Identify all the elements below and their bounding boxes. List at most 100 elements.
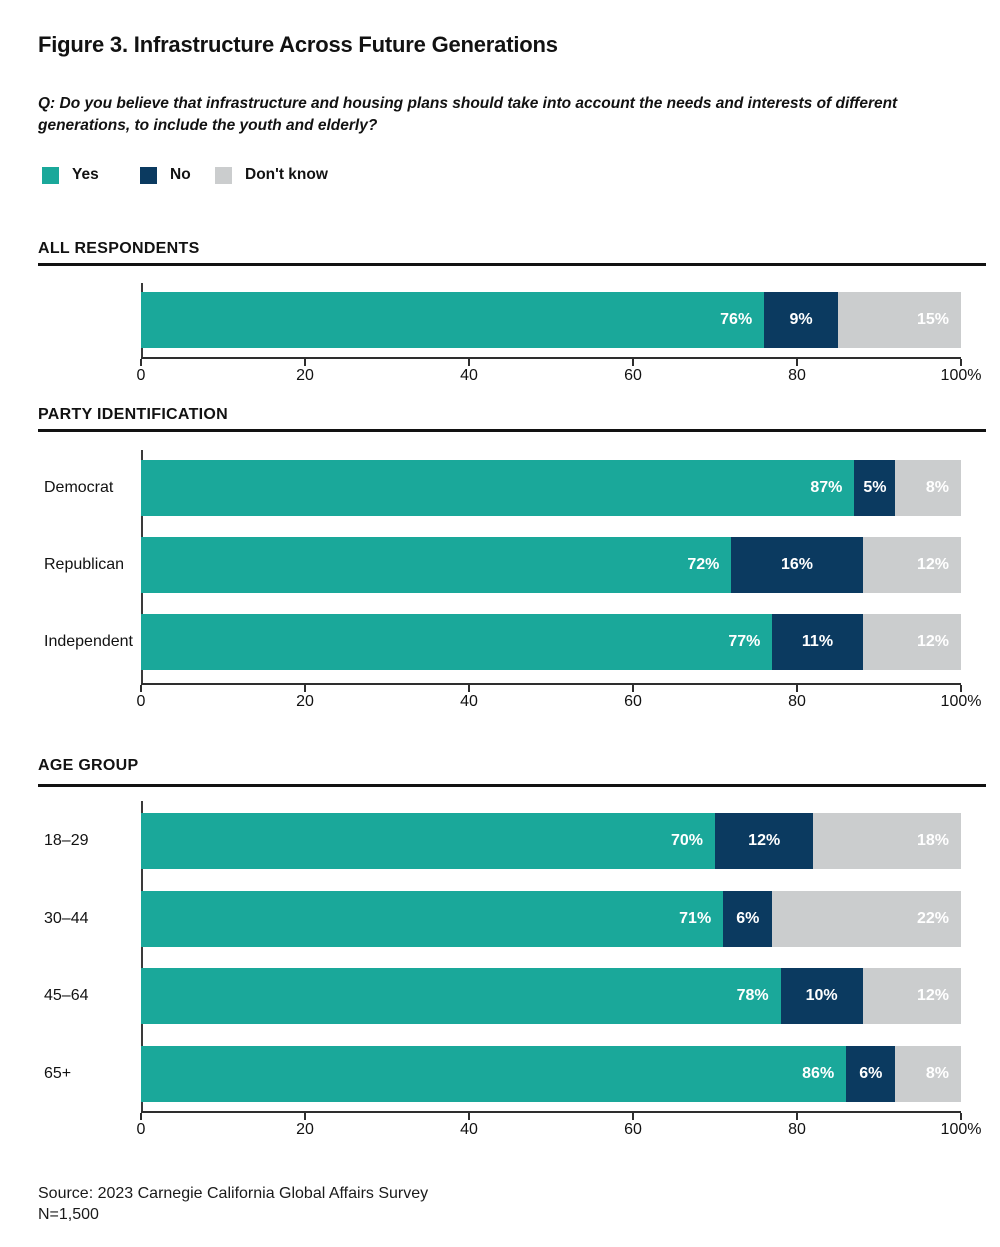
bar-segment-yes: 86% bbox=[141, 1046, 847, 1102]
category-label-65-plus: 65+ bbox=[44, 1065, 72, 1082]
bar-value-label: 12% bbox=[916, 987, 949, 1004]
axis-tick-label: 60 bbox=[624, 693, 642, 710]
legend-swatch-no-icon bbox=[140, 166, 157, 184]
axis-tick-label: 0 bbox=[136, 693, 146, 710]
axis-tick-label: 100% bbox=[940, 1121, 982, 1138]
bar-segment-dont-know: 12% bbox=[862, 614, 961, 670]
bar-value-label: 18% bbox=[916, 832, 949, 849]
axis-tick bbox=[632, 685, 634, 692]
bar-value-label: 78% bbox=[736, 987, 769, 1004]
axis-tick bbox=[960, 1113, 962, 1120]
bar-segment-dont-know: 12% bbox=[862, 537, 961, 593]
bar-value-label: 86% bbox=[802, 1065, 835, 1082]
chart-party-identification: Democrat 87% 5% 8% Republican 72% 16% 12… bbox=[44, 450, 981, 710]
axis-tick-label: 80 bbox=[788, 693, 806, 710]
figure-title: Figure 3. Infrastructure Across Future G… bbox=[38, 32, 558, 57]
bar-value-label: 6% bbox=[736, 910, 760, 927]
bar-segment-dont-know: 15% bbox=[837, 292, 961, 348]
axis-tick-label: 80 bbox=[788, 367, 806, 384]
bar-18-29: 70% 12% 18% bbox=[141, 813, 961, 869]
axis-tick bbox=[304, 1113, 306, 1120]
axis-tick bbox=[796, 685, 798, 692]
axis-tick bbox=[304, 685, 306, 692]
legend-label-dont-know: Don't know bbox=[245, 166, 328, 183]
bar-all-respondents: 76% 9% 15% bbox=[141, 292, 961, 348]
bar-value-label: 72% bbox=[687, 556, 720, 573]
bar-republican: 72% 16% 12% bbox=[141, 537, 961, 593]
axis-tick-label: 60 bbox=[624, 367, 642, 384]
bar-segment-dont-know: 18% bbox=[813, 813, 961, 869]
bar-value-label: 11% bbox=[801, 633, 834, 650]
axis-tick bbox=[140, 1113, 142, 1120]
axis-tick-label: 20 bbox=[296, 693, 314, 710]
bar-value-label: 6% bbox=[859, 1065, 883, 1082]
bar-segment-dont-know: 12% bbox=[862, 968, 961, 1024]
axis-tick bbox=[796, 359, 798, 366]
sample-size: N=1,500 bbox=[38, 1206, 99, 1223]
bar-segment-yes: 71% bbox=[141, 891, 724, 947]
bar-segment-yes: 87% bbox=[141, 460, 855, 516]
axis-tick-label: 40 bbox=[460, 367, 478, 384]
bar-value-label: 16% bbox=[780, 556, 813, 573]
axis-tick bbox=[304, 359, 306, 366]
source-note: Source: 2023 Carnegie California Global … bbox=[38, 1183, 428, 1225]
category-label-18-29: 18–29 bbox=[44, 832, 89, 849]
bar-segment-no: 6% bbox=[723, 891, 773, 947]
bar-democrat: 87% 5% 8% bbox=[141, 460, 961, 516]
bar-value-label: 12% bbox=[748, 832, 781, 849]
axis-tick bbox=[468, 359, 470, 366]
category-label-45-64: 45–64 bbox=[44, 987, 89, 1004]
bar-segment-no: 5% bbox=[854, 460, 896, 516]
axis-tick-label: 80 bbox=[788, 1121, 806, 1138]
axis-tick bbox=[468, 1113, 470, 1120]
axis-tick bbox=[960, 359, 962, 366]
axis-tick bbox=[632, 1113, 634, 1120]
bar-segment-dont-know: 8% bbox=[895, 460, 961, 516]
bar-segment-yes: 70% bbox=[141, 813, 715, 869]
bar-segment-yes: 78% bbox=[141, 968, 781, 1024]
y-axis-line bbox=[141, 801, 143, 1113]
bar-segment-no: 10% bbox=[780, 968, 863, 1024]
bar-value-label: 87% bbox=[810, 479, 843, 496]
source-line: Source: 2023 Carnegie California Global … bbox=[38, 1185, 429, 1202]
axis-tick-label: 20 bbox=[296, 367, 314, 384]
section-divider bbox=[38, 784, 986, 787]
category-label-republican: Republican bbox=[44, 556, 125, 573]
axis-tick-label: 40 bbox=[460, 693, 478, 710]
section-header-party-identification: PARTY IDENTIFICATION bbox=[38, 406, 228, 423]
bar-value-label: 8% bbox=[925, 479, 949, 496]
chart-age-group: 18–29 70% 12% 18% 30–44 71% 6% 22% 45–64… bbox=[44, 801, 981, 1138]
category-label-independent: Independent bbox=[44, 633, 133, 650]
bar-value-label: 70% bbox=[670, 832, 703, 849]
bar-value-label: 5% bbox=[863, 479, 887, 496]
axis-tick-label: 0 bbox=[136, 367, 146, 384]
axis-tick-label: 20 bbox=[296, 1121, 314, 1138]
bar-segment-no: 12% bbox=[715, 813, 814, 869]
axis-tick-label: 40 bbox=[460, 1121, 478, 1138]
bar-value-label: 12% bbox=[916, 633, 949, 650]
axis-tick bbox=[960, 685, 962, 692]
category-label-democrat: Democrat bbox=[44, 479, 114, 496]
bar-segment-yes: 72% bbox=[141, 537, 732, 593]
bar-segment-yes: 77% bbox=[141, 614, 773, 670]
bar-65-plus: 86% 6% 8% bbox=[141, 1046, 961, 1102]
x-axis-line bbox=[141, 683, 961, 685]
bar-segment-dont-know: 22% bbox=[772, 891, 961, 947]
legend-swatch-dont-know-icon bbox=[215, 166, 232, 184]
axis-tick-label: 100% bbox=[940, 693, 982, 710]
bar-value-label: 22% bbox=[916, 910, 949, 927]
legend-item-dont-know: Don't know bbox=[215, 166, 328, 184]
bar-value-label: 8% bbox=[925, 1065, 949, 1082]
axis-tick bbox=[140, 685, 142, 692]
legend-label-yes: Yes bbox=[72, 166, 99, 183]
bar-value-label: 71% bbox=[679, 910, 712, 927]
bar-value-label: 9% bbox=[789, 311, 813, 328]
legend-item-no: No bbox=[140, 166, 191, 184]
bar-segment-yes: 76% bbox=[141, 292, 765, 348]
axis-tick bbox=[468, 685, 470, 692]
bar-value-label: 12% bbox=[916, 556, 949, 573]
bar-45-64: 78% 10% 12% bbox=[141, 968, 961, 1024]
section-header-age-group: AGE GROUP bbox=[38, 757, 139, 774]
axis-tick-label: 0 bbox=[136, 1121, 146, 1138]
